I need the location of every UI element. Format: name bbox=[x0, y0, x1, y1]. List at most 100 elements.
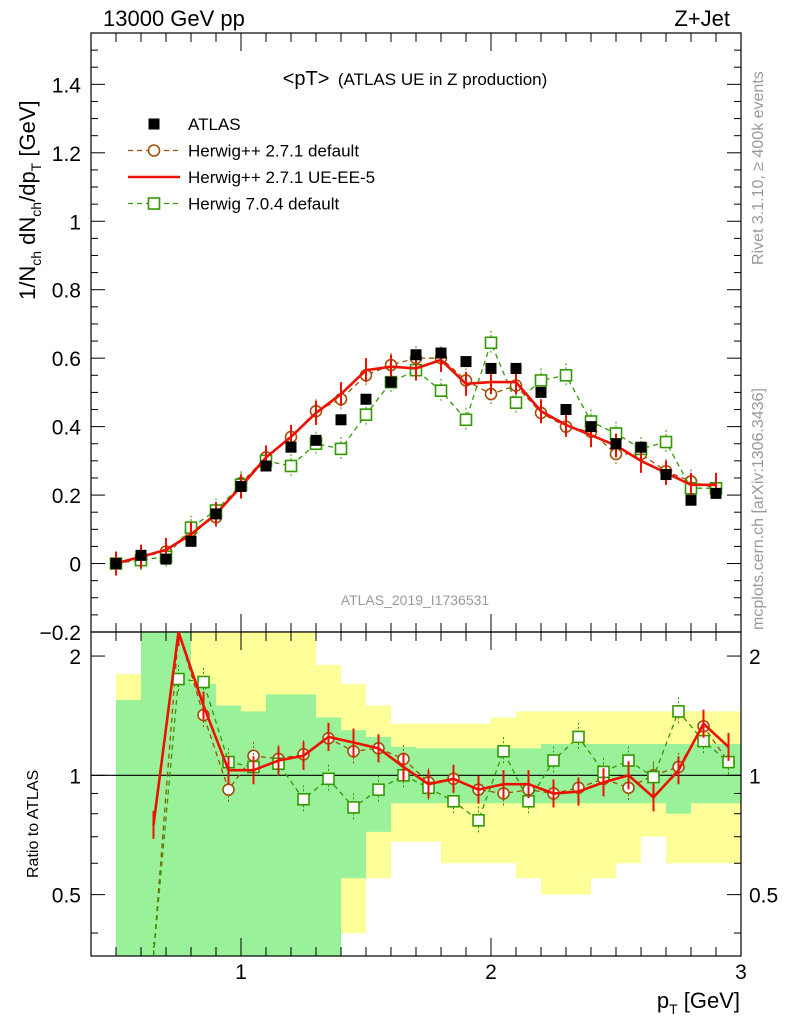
data-point bbox=[535, 386, 547, 398]
data-point bbox=[197, 675, 210, 689]
data-point bbox=[110, 558, 122, 570]
data-point bbox=[447, 794, 460, 808]
data-point bbox=[635, 441, 647, 453]
data-point bbox=[148, 118, 160, 130]
x-tick-label: 2 bbox=[485, 961, 497, 984]
band-green-bin bbox=[216, 705, 241, 956]
main-y-tick-label: 0 bbox=[69, 554, 81, 577]
data-point bbox=[334, 442, 348, 456]
data-point bbox=[547, 754, 560, 767]
legend: ATLAS Herwig++ 2.7.1 default Herwig++ 2.7.… bbox=[128, 115, 375, 214]
mcplots-text: mcplots.cern.ch [arXiv:1306.3436] bbox=[750, 388, 767, 630]
main-y-tick-label: −0.2 bbox=[40, 622, 81, 645]
data-point bbox=[659, 435, 673, 449]
legend-entry: ATLAS bbox=[148, 115, 241, 134]
x-tick-label: 3 bbox=[735, 961, 747, 984]
data-point bbox=[485, 362, 497, 374]
data-point bbox=[410, 349, 422, 361]
data-point bbox=[285, 441, 297, 453]
data-point bbox=[297, 793, 310, 806]
ratio-series-line bbox=[152, 631, 730, 825]
data-point bbox=[284, 459, 298, 473]
legend-entry: Herwig++ 2.7.1 default bbox=[128, 142, 359, 161]
plot-title-main: <pT> bbox=[283, 68, 330, 90]
band-green-bin bbox=[116, 699, 141, 956]
legend-label: ATLAS bbox=[188, 115, 241, 134]
ratio-y-tick-label: 0.5 bbox=[52, 885, 81, 908]
header-left: 13000 GeV pp bbox=[103, 6, 245, 31]
data-point bbox=[497, 744, 510, 758]
band-green-bin bbox=[316, 717, 341, 956]
analysis-label: ATLAS_2019_I1736531 bbox=[341, 592, 490, 608]
data-point bbox=[147, 197, 161, 210]
ratio-panel: 1 2 3 0.5 0.5 1 1 2 2 bbox=[52, 631, 778, 984]
data-point bbox=[260, 460, 272, 472]
data-point bbox=[310, 434, 322, 446]
data-point bbox=[685, 494, 697, 506]
data-point bbox=[147, 144, 161, 157]
main-y-tick-label: 1.2 bbox=[52, 143, 81, 166]
data-point bbox=[660, 469, 672, 481]
data-point bbox=[472, 814, 485, 827]
data-point bbox=[560, 404, 572, 416]
x-ticks: 1 2 3 bbox=[115, 632, 747, 984]
data-point bbox=[222, 783, 235, 796]
ratio-series-1 bbox=[152, 631, 730, 839]
data-point bbox=[460, 356, 472, 368]
data-point bbox=[160, 553, 172, 565]
data-point bbox=[385, 376, 397, 388]
data-point bbox=[360, 393, 372, 405]
data-point bbox=[434, 384, 448, 397]
data-point bbox=[372, 783, 385, 796]
band-green-bin bbox=[291, 694, 316, 956]
main-y-tick-label: 1.4 bbox=[52, 74, 82, 97]
data-point bbox=[559, 368, 573, 382]
ratio-y-tick-label-right: 1 bbox=[749, 765, 761, 788]
data-point bbox=[510, 362, 522, 374]
ratio-y-tick-label-right: 0.5 bbox=[749, 885, 778, 908]
data-point bbox=[347, 801, 360, 814]
legend-entry: Herwig++ 2.7.1 UE-EE-5 bbox=[128, 168, 375, 187]
data-point bbox=[484, 336, 498, 350]
data-point bbox=[710, 487, 722, 499]
data-point bbox=[585, 421, 597, 433]
data-point bbox=[210, 508, 222, 520]
ratio-y-tick-label: 2 bbox=[69, 646, 81, 669]
ratio-y-tick-label: 1 bbox=[69, 765, 81, 788]
data-point bbox=[534, 374, 548, 387]
data-point bbox=[359, 408, 373, 421]
data-point bbox=[459, 413, 473, 427]
main-series-0 bbox=[110, 347, 722, 570]
main-y-axis-title: 1/Nch dNch/dpT [GeV] bbox=[15, 100, 44, 300]
data-point bbox=[610, 438, 622, 450]
ratio-y-tick-label-right: 2 bbox=[749, 646, 761, 669]
legend-entry: Herwig 7.0.4 default bbox=[128, 195, 339, 214]
header-right: Z+Jet bbox=[674, 6, 730, 31]
band-green-bin bbox=[241, 711, 266, 956]
data-point bbox=[509, 396, 523, 409]
legend-label: Herwig++ 2.7.1 default bbox=[188, 142, 359, 161]
data-point bbox=[335, 414, 347, 426]
data-point bbox=[172, 672, 185, 686]
band-green-bin bbox=[141, 632, 166, 956]
main-panel: 0 0.2 0.4 0.6 0.8 1 1.2 1.4 −0.2 bbox=[40, 32, 742, 645]
legend-label: Herwig 7.0.4 default bbox=[188, 195, 339, 214]
data-point bbox=[135, 549, 147, 561]
main-y-tick-label: 0.6 bbox=[52, 348, 81, 371]
data-point bbox=[672, 705, 685, 718]
data-point bbox=[235, 481, 247, 493]
band-green-bin bbox=[691, 743, 716, 804]
data-point bbox=[647, 770, 660, 784]
legend-label: Herwig++ 2.7.1 UE-EE-5 bbox=[188, 168, 375, 187]
plot-title: <pT> (ATLAS UE in Z production) bbox=[283, 68, 548, 90]
rivet-version-text: Rivet 3.1.10, ≥ 400k events bbox=[750, 71, 767, 265]
main-y-ticks: 0 0.2 0.4 0.6 0.8 1 1.2 1.4 −0.2 bbox=[40, 32, 741, 645]
ratio-y-ticks: 0.5 0.5 1 1 2 2 bbox=[52, 646, 778, 934]
data-point bbox=[322, 772, 335, 786]
svg-text:1/Nch dNch/dpT [GeV]: 1/Nch dNch/dpT [GeV] bbox=[15, 100, 44, 300]
main-y-tick-label: 1 bbox=[69, 211, 81, 234]
main-y-tick-label: 0.2 bbox=[52, 485, 81, 508]
ratio-y-axis-title: Ratio to ATLAS bbox=[25, 770, 42, 878]
